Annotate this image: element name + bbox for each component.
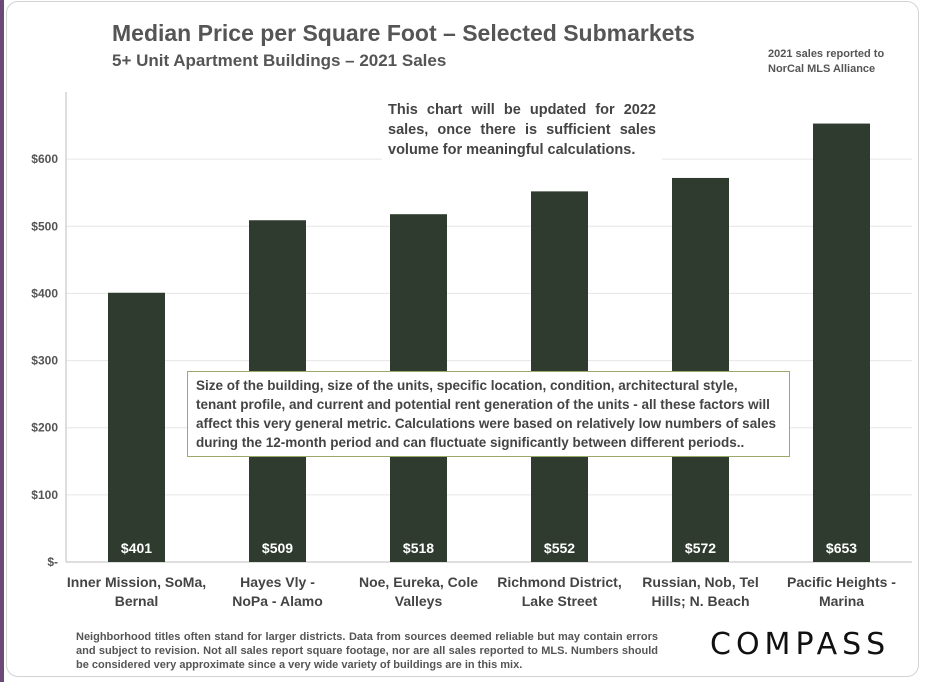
bar bbox=[108, 292, 165, 562]
x-tick-label: Marina bbox=[819, 593, 864, 609]
disclaimer-note: Neighborhood titles often stand for larg… bbox=[76, 631, 658, 671]
x-tick-label: Noe, Eureka, Cole bbox=[359, 574, 478, 590]
x-tick-label: Russian, Nob, Tel bbox=[642, 574, 758, 590]
x-tick-label: Inner Mission, SoMa, bbox=[67, 574, 206, 590]
x-tick-label: Lake Street bbox=[522, 593, 598, 609]
data-label: $653 bbox=[826, 540, 857, 556]
bars bbox=[108, 123, 870, 563]
data-label: $552 bbox=[544, 540, 575, 556]
bar bbox=[813, 123, 870, 563]
y-tick-label: $400 bbox=[31, 286, 58, 300]
y-tick-label: $100 bbox=[31, 488, 58, 502]
chart-title: Median Price per Square Foot – Selected … bbox=[112, 20, 695, 46]
labels: $- $100 $200 $300 $400 $500 $600 $401 Inner Miss… bbox=[31, 152, 896, 609]
x-tick-label: Richmond District, bbox=[497, 574, 621, 590]
update-note: This chart will be updated for 2022 sale… bbox=[382, 97, 662, 163]
x-tick-label: Pacific Heights - bbox=[787, 574, 896, 590]
axes bbox=[65, 92, 912, 563]
y-tick-label: $300 bbox=[31, 354, 58, 368]
y-tick-label: $200 bbox=[31, 421, 58, 435]
data-label: $401 bbox=[121, 540, 152, 556]
y-tick-label: $- bbox=[47, 555, 58, 569]
left-edge-accent bbox=[0, 0, 4, 682]
data-label: $572 bbox=[685, 540, 716, 556]
y-tick-label: $500 bbox=[31, 219, 58, 233]
x-tick-label: Valleys bbox=[395, 593, 443, 609]
x-tick-label: NoPa - Alamo bbox=[232, 593, 323, 609]
compass-logo: COMPASS bbox=[710, 627, 891, 662]
x-tick-label: Bernal bbox=[115, 593, 159, 609]
data-label: $518 bbox=[403, 540, 434, 556]
data-label: $509 bbox=[262, 540, 293, 556]
x-tick-label: Hayes Vly - bbox=[240, 574, 315, 590]
y-tick-label: $600 bbox=[31, 152, 58, 166]
bar bbox=[672, 177, 729, 562]
methodology-note: Size of the building, size of the units,… bbox=[187, 371, 790, 457]
chart-subtitle: 5+ Unit Apartment Buildings – 2021 Sales bbox=[112, 51, 447, 70]
x-tick-label: Hills; N. Beach bbox=[651, 593, 749, 609]
source-note: 2021 sales reported to NorCal MLS Allian… bbox=[768, 48, 885, 75]
